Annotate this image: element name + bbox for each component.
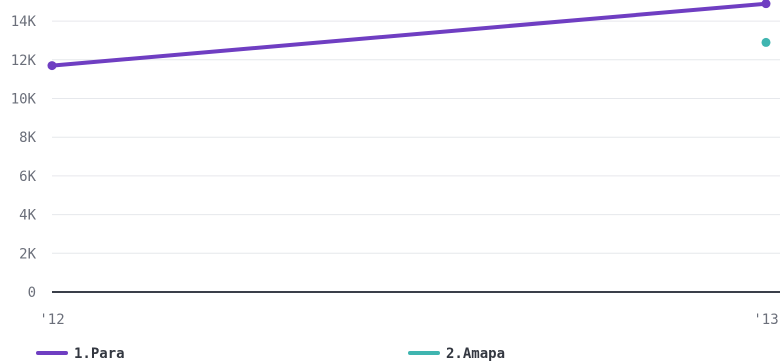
- y-tick-label: 10K: [11, 92, 37, 108]
- y-tick-label: 2K: [19, 246, 36, 262]
- series-lines: [47, 0, 771, 71]
- legend-label: 1.Para: [74, 346, 125, 362]
- axes: 0 2K 4K 6K 8K 10K 12K 14K '12 '13: [11, 14, 780, 328]
- y-tick-label: 12K: [11, 53, 37, 69]
- x-tick-label: '13: [753, 312, 778, 328]
- series-line: [50, 1, 768, 68]
- legend: 1.Para 2.Amapa: [36, 346, 505, 362]
- y-tick-label: 0: [28, 285, 36, 301]
- y-tick-label: 14K: [11, 14, 37, 30]
- y-tick-label: 6K: [19, 169, 36, 185]
- gridlines: [52, 20, 780, 254]
- y-tick-label: 4K: [19, 208, 36, 224]
- legend-label: 2.Amapa: [446, 346, 505, 362]
- data-point: [761, 0, 771, 9]
- data-point: [47, 61, 57, 71]
- x-tick-label: '12: [39, 312, 64, 328]
- y-tick-label: 8K: [19, 130, 36, 146]
- data-point: [761, 37, 771, 47]
